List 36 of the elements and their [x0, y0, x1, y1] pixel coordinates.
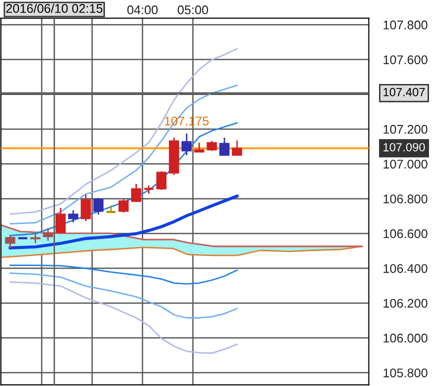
candlestick	[206, 140, 217, 152]
ref-line-label: 107.407	[384, 88, 425, 96]
ref-line-label: 2016/06/10 02:15	[6, 4, 102, 13]
y-tick-label: 106.000	[384, 334, 428, 343]
candlestick	[131, 183, 142, 203]
candlestick	[118, 198, 129, 214]
y-tick-label: 106.800	[384, 194, 428, 204]
line-series	[8, 194, 239, 250]
candlestick	[80, 194, 91, 222]
line-series	[10, 48, 238, 215]
x-tick-label: 05:00	[178, 5, 208, 14]
candlestick	[56, 207, 66, 234]
candlestick	[182, 132, 192, 156]
line-series	[10, 272, 238, 319]
line-series	[10, 264, 238, 285]
candlestick	[42, 228, 54, 242]
y-tick-label: 107.600	[384, 55, 428, 64]
ref-line-label: 107.090	[384, 143, 425, 152]
y-tick-label: 107.200	[384, 124, 428, 134]
x-tick-label: 04:00	[127, 5, 158, 14]
candlestick	[5, 234, 16, 249]
candlestick	[93, 197, 104, 216]
y-tick-label: 107.800	[384, 20, 428, 30]
candlestick	[156, 170, 166, 191]
candlestick	[68, 209, 78, 224]
line-series	[10, 84, 238, 224]
candlestick	[194, 142, 204, 153]
candlestick	[219, 136, 230, 156]
y-tick-label: 106.200	[384, 298, 428, 308]
line-series	[10, 281, 238, 354]
y-tick-label: 106.600	[384, 229, 428, 238]
candlestick	[232, 140, 242, 156]
y-tick-label: 106.400	[384, 264, 428, 273]
y-tick-label: 107.000	[384, 160, 428, 169]
y-tick-label: 105.800	[384, 368, 428, 378]
candlestick	[30, 232, 40, 244]
